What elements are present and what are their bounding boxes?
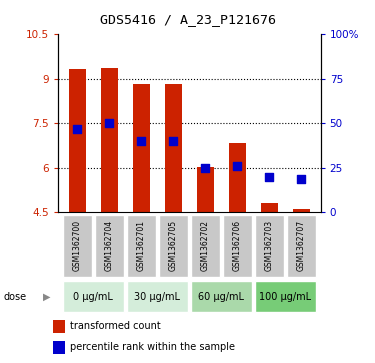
Text: GSM1362704: GSM1362704 (105, 220, 114, 272)
Point (106, 121, 112, 126)
Bar (53, 320, 64, 333)
Text: 60 μg/mL: 60 μg/mL (198, 292, 244, 302)
FancyBboxPatch shape (287, 215, 316, 277)
Text: GSM1362705: GSM1362705 (169, 220, 178, 272)
Point (138, 138, 144, 144)
FancyBboxPatch shape (63, 215, 92, 277)
Bar (261, 203, 278, 212)
Text: ▶: ▶ (43, 292, 51, 302)
FancyBboxPatch shape (94, 215, 124, 277)
Bar (132, 84, 150, 212)
Point (234, 163, 240, 169)
FancyBboxPatch shape (63, 281, 124, 312)
Point (298, 176, 304, 182)
Text: 0 μg/mL: 0 μg/mL (74, 292, 113, 302)
Text: GSM1362701: GSM1362701 (137, 220, 146, 272)
Point (202, 165, 208, 171)
Point (74, 126, 80, 132)
Bar (229, 143, 246, 212)
Text: GDS5416 / A_23_P121676: GDS5416 / A_23_P121676 (99, 13, 276, 26)
Text: GSM1362702: GSM1362702 (201, 220, 210, 272)
FancyBboxPatch shape (190, 281, 252, 312)
Text: GSM1362707: GSM1362707 (297, 220, 306, 272)
Point (170, 138, 176, 144)
Text: dose: dose (4, 292, 27, 302)
Bar (165, 84, 182, 212)
Bar (69, 69, 86, 212)
Text: 100 μg/mL: 100 μg/mL (260, 292, 312, 302)
FancyBboxPatch shape (223, 215, 252, 277)
FancyBboxPatch shape (255, 215, 284, 277)
Text: GSM1362706: GSM1362706 (233, 220, 242, 272)
Bar (196, 167, 214, 212)
Bar (292, 209, 310, 212)
FancyBboxPatch shape (127, 281, 188, 312)
FancyBboxPatch shape (255, 281, 316, 312)
FancyBboxPatch shape (127, 215, 156, 277)
Point (266, 174, 272, 180)
Text: GSM1362700: GSM1362700 (73, 220, 82, 272)
Text: 30 μg/mL: 30 μg/mL (134, 292, 180, 302)
Text: percentile rank within the sample: percentile rank within the sample (70, 343, 235, 352)
FancyBboxPatch shape (159, 215, 188, 277)
Text: transformed count: transformed count (70, 321, 161, 331)
Bar (53, 341, 64, 354)
Bar (100, 68, 118, 212)
Text: GSM1362703: GSM1362703 (265, 220, 274, 272)
FancyBboxPatch shape (190, 215, 220, 277)
